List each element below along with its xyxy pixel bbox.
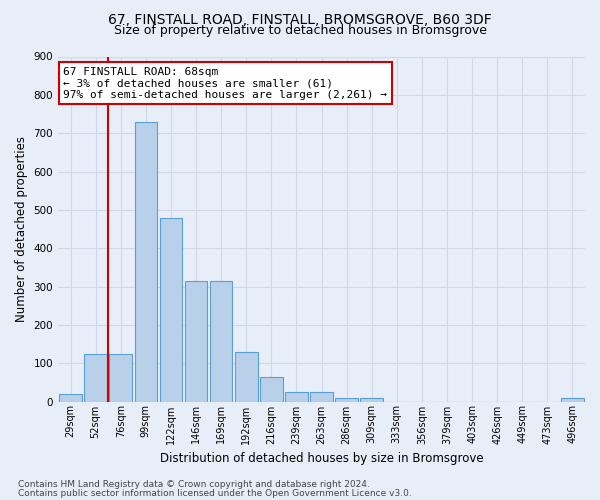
Bar — [185, 281, 208, 402]
Bar — [260, 376, 283, 402]
Bar — [134, 122, 157, 402]
Text: Contains public sector information licensed under the Open Government Licence v3: Contains public sector information licen… — [18, 488, 412, 498]
Text: Size of property relative to detached houses in Bromsgrove: Size of property relative to detached ho… — [113, 24, 487, 37]
Bar — [361, 398, 383, 402]
Bar — [85, 354, 107, 402]
X-axis label: Distribution of detached houses by size in Bromsgrove: Distribution of detached houses by size … — [160, 452, 484, 465]
Bar — [310, 392, 333, 402]
Bar — [561, 398, 584, 402]
Text: 67 FINSTALL ROAD: 68sqm
← 3% of detached houses are smaller (61)
97% of semi-det: 67 FINSTALL ROAD: 68sqm ← 3% of detached… — [64, 67, 388, 100]
Bar — [59, 394, 82, 402]
Bar — [335, 398, 358, 402]
Bar — [285, 392, 308, 402]
Bar — [160, 218, 182, 402]
Y-axis label: Number of detached properties: Number of detached properties — [15, 136, 28, 322]
Bar — [210, 281, 232, 402]
Text: 67, FINSTALL ROAD, FINSTALL, BROMSGROVE, B60 3DF: 67, FINSTALL ROAD, FINSTALL, BROMSGROVE,… — [108, 12, 492, 26]
Bar — [235, 352, 257, 402]
Text: Contains HM Land Registry data © Crown copyright and database right 2024.: Contains HM Land Registry data © Crown c… — [18, 480, 370, 489]
Bar — [109, 354, 132, 402]
